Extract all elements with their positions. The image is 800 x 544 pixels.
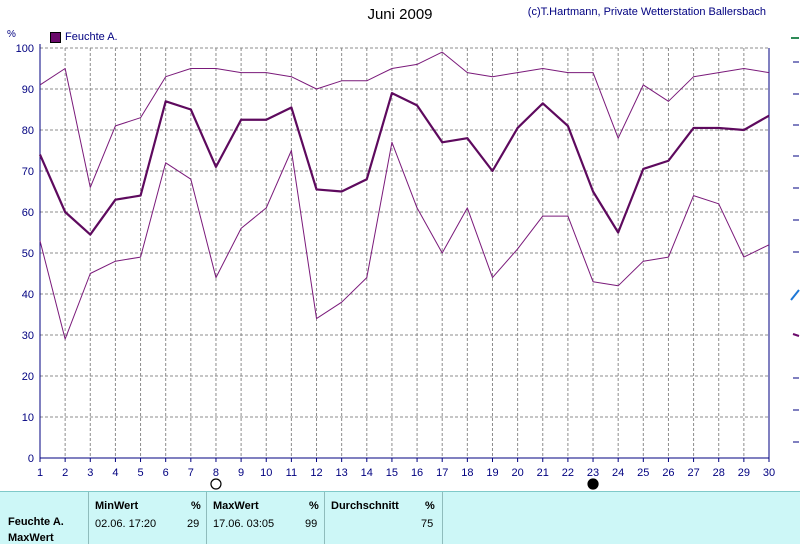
y-tick-label: 20: [22, 371, 34, 383]
y-axis-unit: %: [7, 29, 16, 40]
x-tick-label: 21: [537, 467, 549, 479]
x-tick-label: 16: [411, 467, 423, 479]
right-scale-fragment: [790, 37, 800, 443]
min-value: 29: [187, 518, 200, 530]
new-moon-icon: [587, 478, 599, 490]
max-unit: %: [309, 500, 319, 512]
chart-title: Juni 2009: [367, 6, 433, 23]
x-tick-label: 26: [662, 467, 674, 479]
y-tick-label: 80: [22, 125, 34, 137]
series-line-max: [39, 51, 770, 188]
x-tick-label: 29: [738, 467, 750, 479]
legend: Feuchte A.: [50, 31, 118, 43]
x-tick-label: 22: [562, 467, 574, 479]
legend-label: Feuchte A.: [65, 31, 118, 43]
y-tick-label: 60: [22, 207, 34, 219]
x-tick-label: 30: [763, 467, 775, 479]
x-tick-label: 2: [62, 467, 68, 479]
avg-unit: %: [425, 500, 435, 512]
x-tick-label: 25: [637, 467, 649, 479]
x-tick-label: 15: [386, 467, 398, 479]
x-tick-label: 10: [260, 467, 272, 479]
x-tick-label: 11: [286, 467, 297, 479]
avg-header: Durchschnitt: [331, 500, 399, 512]
x-tick-label: 7: [188, 467, 194, 479]
max-date: 17.06. 03:05: [213, 518, 275, 530]
y-tick-label: 50: [22, 248, 34, 260]
x-tick-label: 1: [37, 467, 43, 479]
y-tick-label: 90: [22, 84, 34, 96]
x-tick-label: 3: [87, 467, 93, 479]
y-tick-label: 40: [22, 289, 34, 301]
empty-stat-cell: [442, 492, 788, 544]
x-tick-label: 28: [713, 467, 725, 479]
x-tick-label: 12: [310, 467, 322, 479]
y-tick-label: 10: [22, 412, 34, 424]
avg-value: 75: [421, 518, 434, 530]
max-stat-cell: MaxWert % 17.06. 03:05 99: [206, 492, 325, 544]
x-tick-label: 13: [336, 467, 348, 479]
max-header: MaxWert: [213, 500, 259, 512]
x-tick-label: 5: [137, 467, 143, 479]
legend-swatch: [50, 31, 61, 43]
x-tick-label: 9: [238, 467, 244, 479]
min-unit: %: [191, 500, 201, 512]
y-tick-label: 30: [22, 330, 34, 342]
x-tick-label: 19: [486, 467, 498, 479]
y-tick-label: 100: [16, 43, 34, 55]
x-tick-label: 8: [213, 467, 219, 479]
footer-row-label: Feuchte A.: [8, 516, 64, 528]
max-value: 99: [305, 518, 318, 530]
y-tick-label: 0: [28, 453, 34, 465]
series-line-avg: [38, 91, 770, 236]
x-tick-label: 4: [112, 467, 118, 479]
full-moon-icon: [210, 478, 222, 490]
x-tick-label: 23: [587, 467, 599, 479]
x-tick-label: 24: [612, 467, 624, 479]
x-tick-label: 6: [163, 467, 169, 479]
x-tick-label: 14: [361, 467, 373, 479]
x-tick-label: 17: [436, 467, 448, 479]
x-tick-label: 27: [687, 467, 699, 479]
y-tick-label: 70: [22, 166, 34, 178]
series-line-min: [39, 141, 770, 340]
avg-stat-cell: Durchschnitt % 75: [324, 492, 443, 544]
min-date: 02.06. 17:20: [95, 518, 157, 530]
copyright-text: (c)T.Hartmann, Private Wetterstation Bal…: [527, 6, 766, 18]
stats-footer: Feuchte A. MaxWert MinWert % 02.06. 17:2…: [0, 491, 800, 544]
footer-row-label-2: MaxWert: [8, 532, 54, 544]
x-tick-label: 18: [461, 467, 473, 479]
x-tick-label: 20: [511, 467, 523, 479]
min-header: MinWert: [95, 500, 139, 512]
min-stat-cell: MinWert % 02.06. 17:20 29: [88, 492, 207, 544]
